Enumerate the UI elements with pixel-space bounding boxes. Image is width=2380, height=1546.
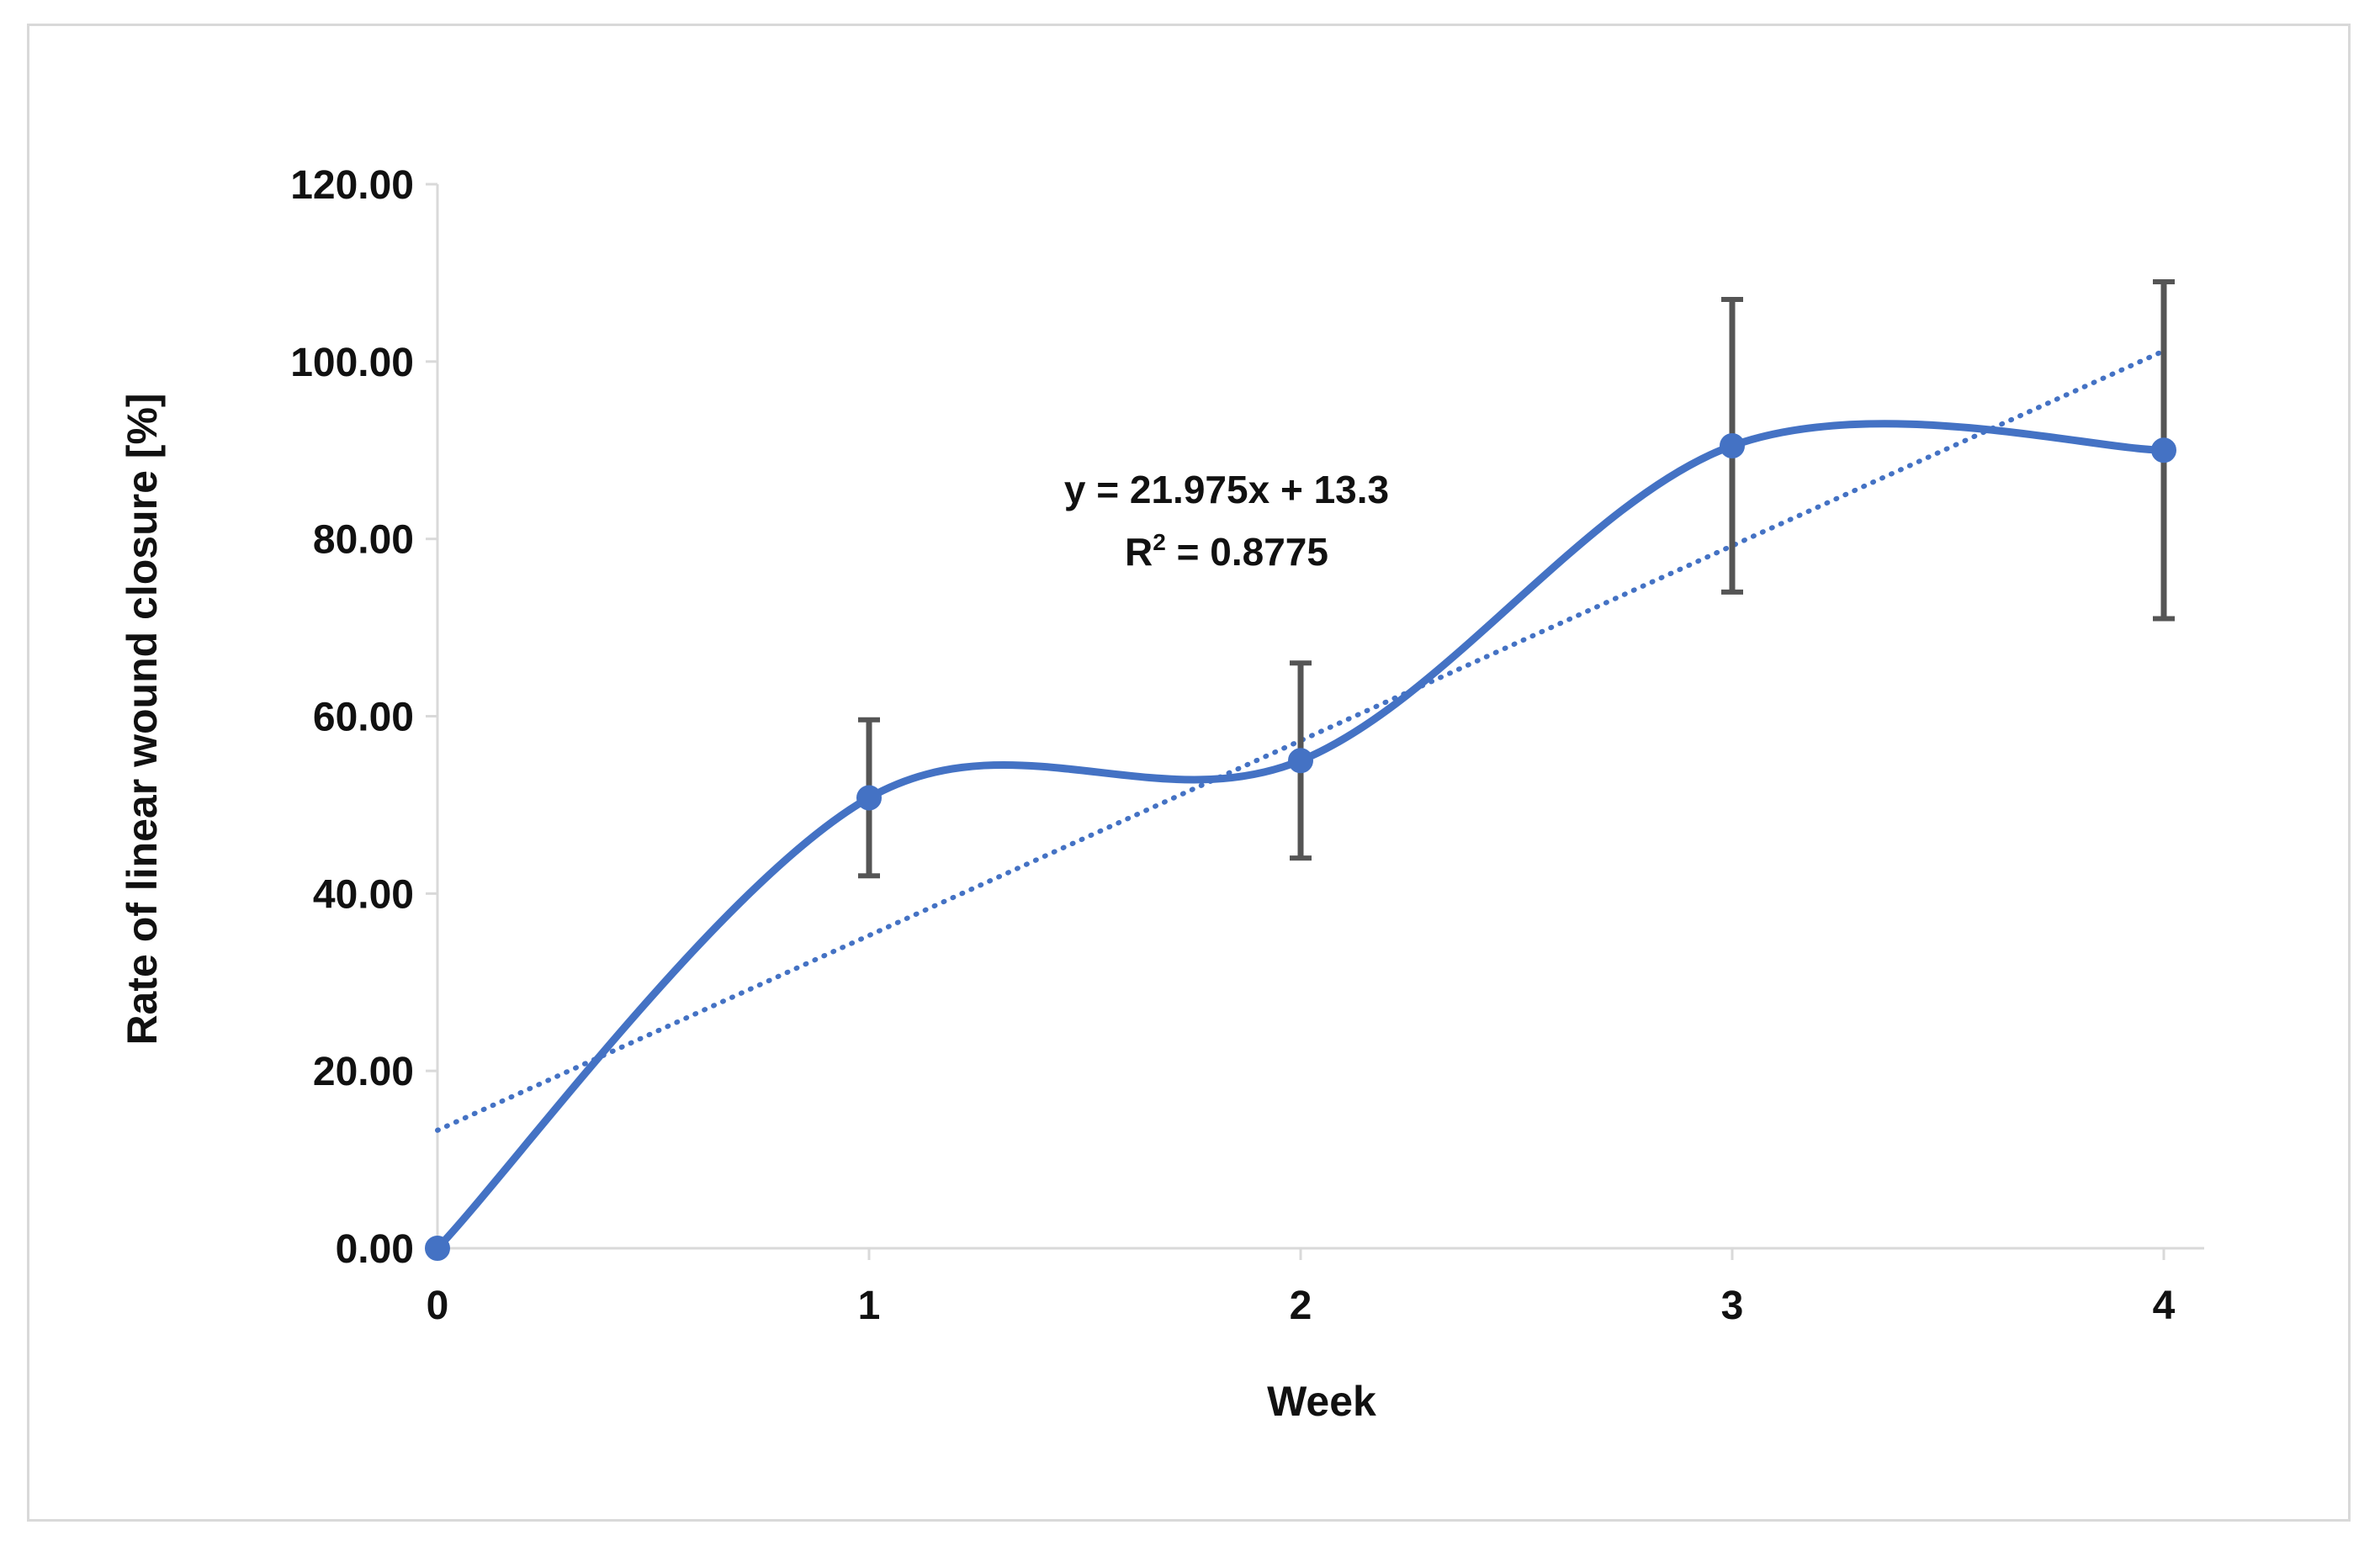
y-tick-label: 60.00 — [313, 696, 414, 740]
y-axis-title: Rate of linear wound closure [%] — [119, 393, 166, 1045]
data-point — [2151, 437, 2176, 463]
data-point — [1720, 432, 1745, 458]
x-tick-label: 2 — [1290, 1284, 1312, 1328]
x-axis-title: Week — [1267, 1378, 1376, 1425]
r-squared-value: = 0.8775 — [1166, 530, 1328, 574]
chart-frame — [27, 24, 2351, 1522]
r-squared-label: R2 = 0.8775 — [1125, 529, 1328, 574]
x-tick-label: 1 — [858, 1284, 881, 1328]
y-tick-label: 120.00 — [290, 163, 414, 208]
series-layer — [425, 420, 2176, 1261]
x-tick-label: 4 — [2153, 1284, 2176, 1328]
y-tick-label: 20.00 — [313, 1050, 414, 1094]
y-tick-label: 80.00 — [313, 518, 414, 563]
data-point — [425, 1236, 450, 1261]
r-squared-symbol: R — [1125, 530, 1153, 574]
data-point — [856, 785, 882, 811]
y-tick-label: 40.00 — [313, 872, 414, 917]
x-tick-label: 3 — [1721, 1284, 1744, 1328]
axes: 0.00 20.00 40.00 60.00 80.00 100.00 120.00 0 1 2 3… — [290, 163, 2204, 1328]
r-squared-superscript: 2 — [1153, 529, 1166, 555]
y-tick-label: 100.00 — [290, 341, 414, 385]
data-point — [1288, 748, 1313, 774]
y-tick-label: 0.00 — [336, 1227, 414, 1272]
error-bars — [858, 278, 2175, 879]
trendline-equation: y = 21.975x + 13.3 — [1064, 468, 1389, 511]
x-tick-label: 0 — [427, 1284, 449, 1328]
